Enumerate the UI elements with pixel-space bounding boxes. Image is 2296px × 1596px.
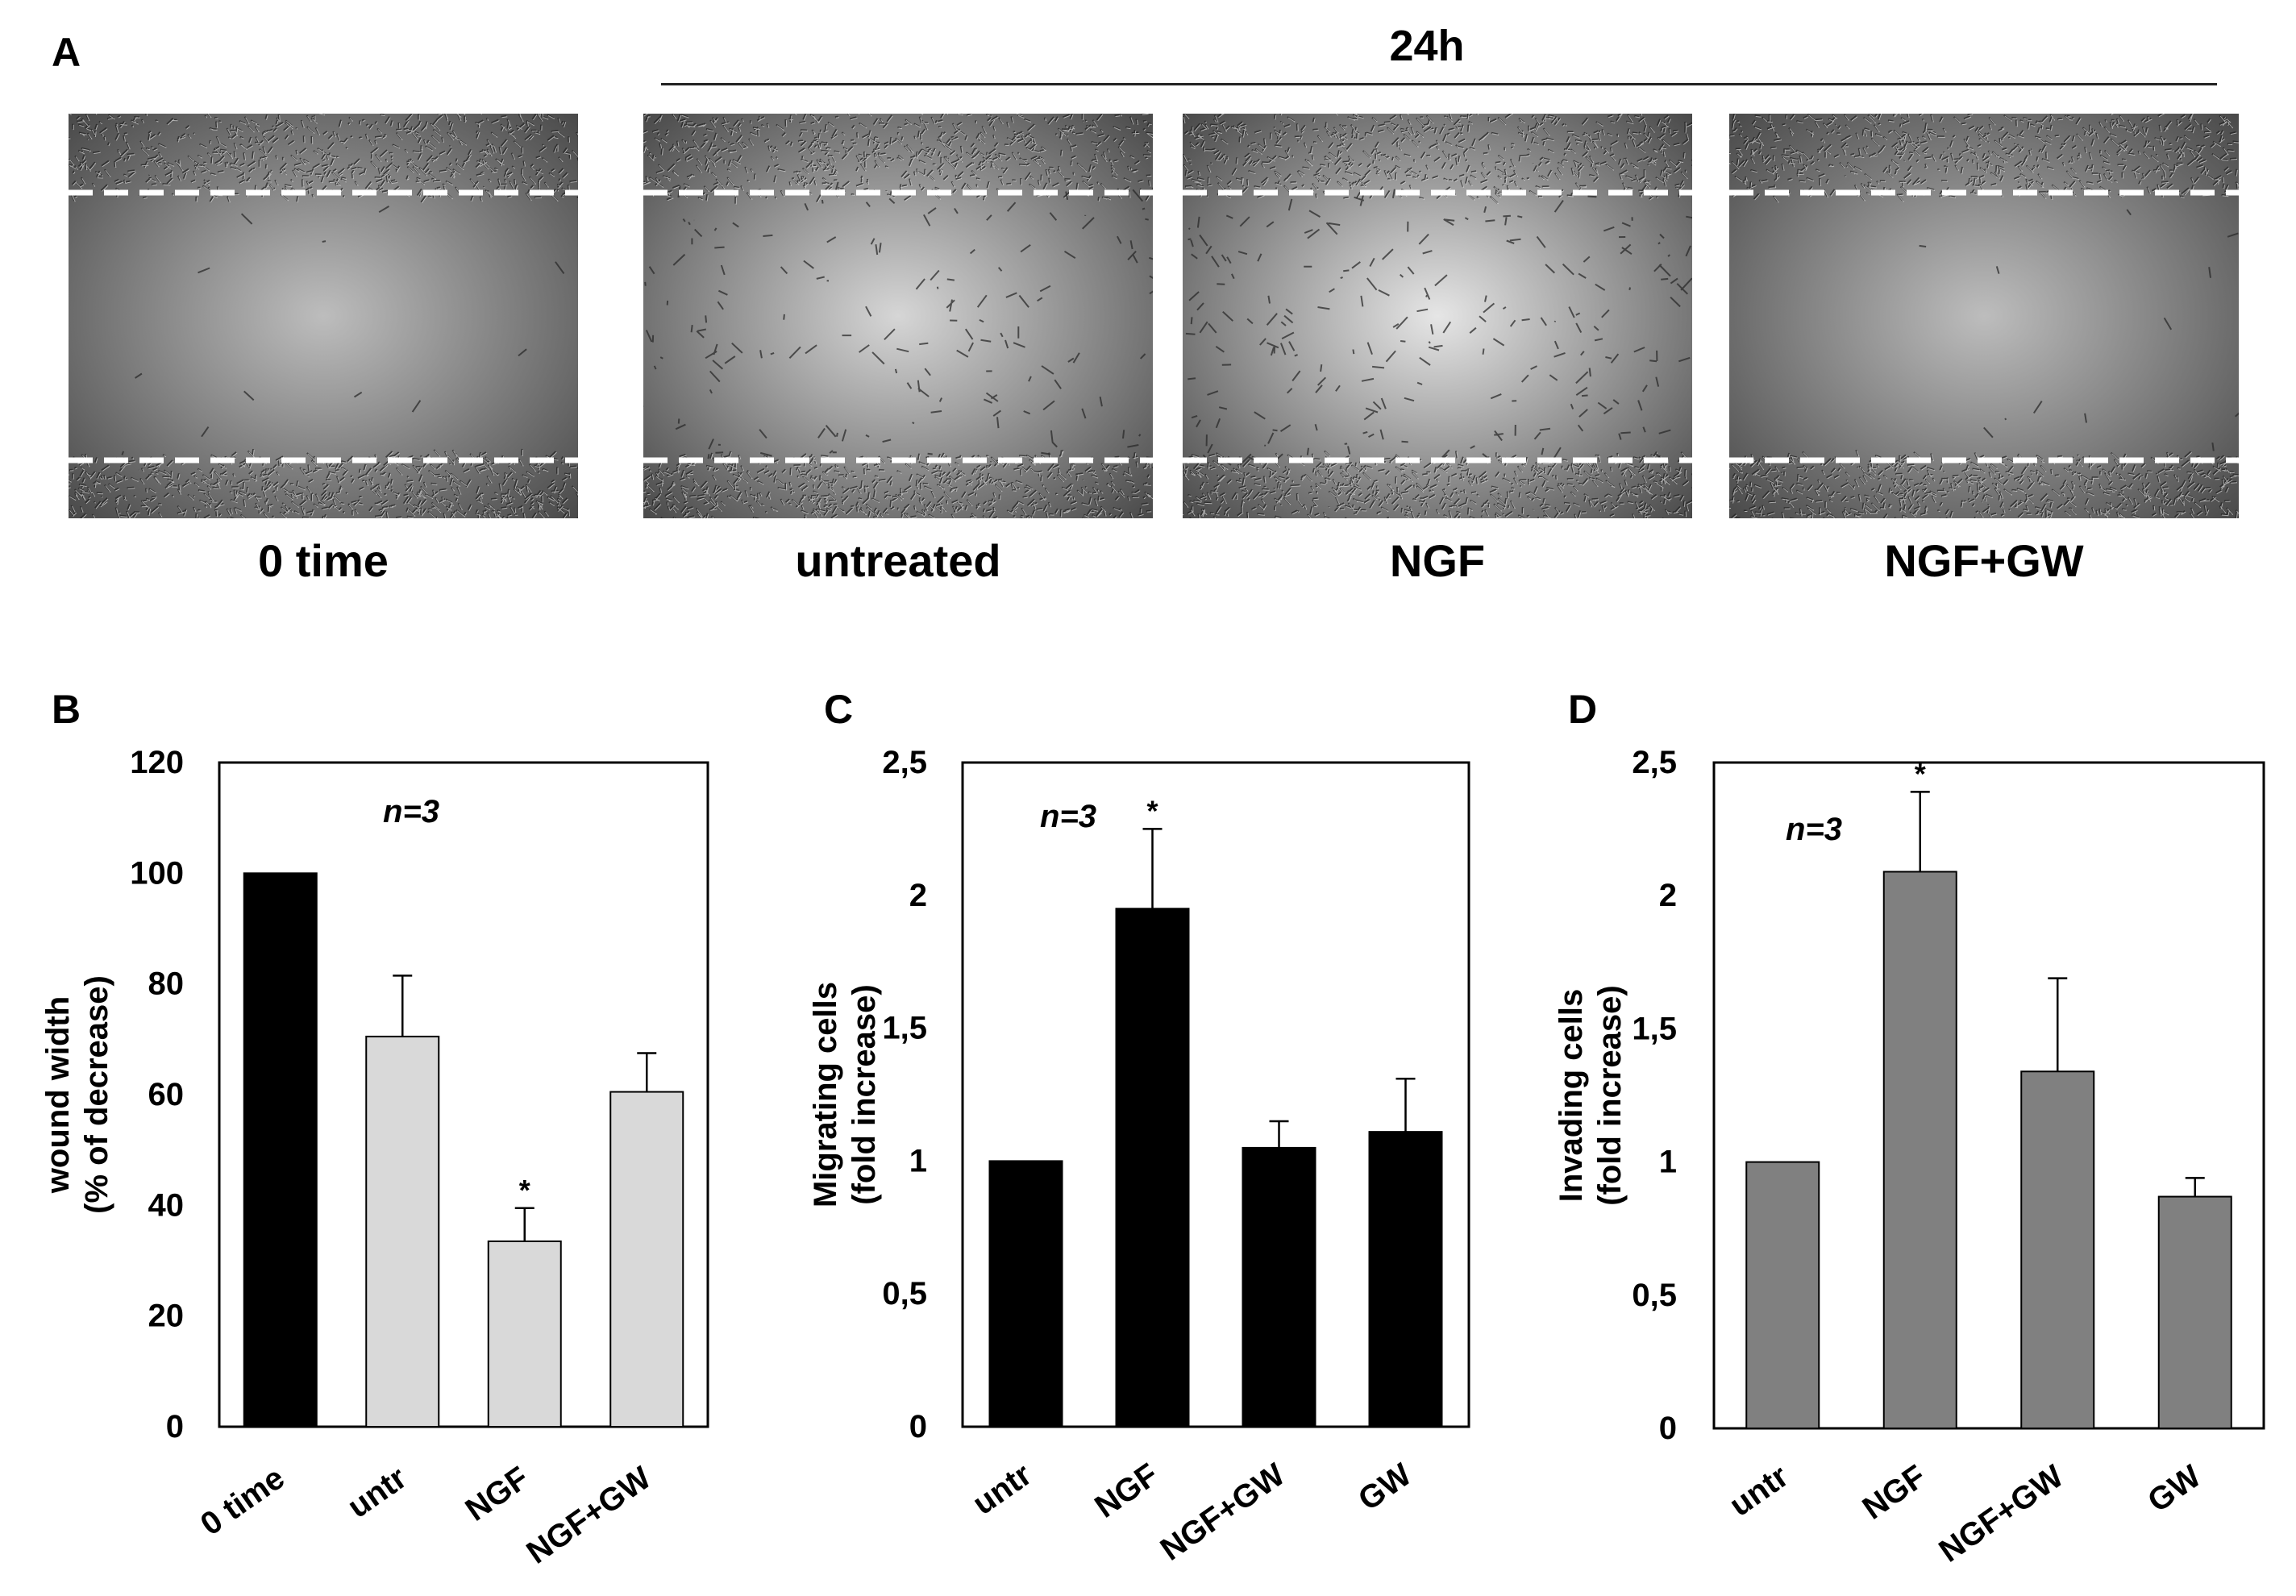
y-tick-label: 1 — [909, 1143, 927, 1178]
y-tick-label: 80 — [148, 966, 185, 1002]
cell-layer-bottom-highlight — [69, 449, 578, 518]
micrograph-image — [1729, 114, 2239, 518]
y-tick-label: 0 — [166, 1409, 184, 1444]
sample-size-annotation: n=3 — [383, 794, 439, 829]
y-tick-label: 0 — [909, 1409, 927, 1444]
x-category-label: NGF — [1088, 1457, 1164, 1524]
y-axis-label: wound width — [40, 996, 76, 1194]
bar — [1745, 1161, 1820, 1429]
cell-layer-top-highlight — [1729, 114, 2239, 203]
x-category-label: NGF — [1857, 1458, 1932, 1526]
x-category-label: GW — [1352, 1457, 1418, 1518]
chart-d: 0 0,5 1 1,5 2 2,5 Invading cells (fold increase… — [1554, 745, 2265, 1569]
chart-b: 0 20 40 60 80 100 120 wound width (% of decrease… — [40, 745, 709, 1571]
micrograph-caption-ngf-gw: NGF+GW — [1884, 535, 2084, 586]
bar — [243, 872, 318, 1428]
y-tick-label: 120 — [130, 745, 184, 780]
migrating-cells — [1183, 189, 1692, 466]
micrograph-image — [643, 114, 1153, 518]
micrograph-image — [69, 114, 578, 518]
y-axis-label: (fold increase) — [846, 984, 882, 1204]
bar — [2020, 1070, 2095, 1430]
plot-frame — [961, 761, 1470, 1428]
micrograph-image — [1183, 114, 1692, 518]
y-tick-label: 60 — [148, 1077, 185, 1112]
bar — [1242, 1146, 1316, 1428]
micrograph-ngf — [1183, 114, 1692, 518]
migrating-cells — [643, 181, 1153, 463]
y-tick-label: 100 — [130, 855, 184, 891]
y-tick-label: 2 — [1659, 878, 1677, 913]
x-category-label: 0 time — [194, 1460, 291, 1542]
y-tick-label: 1,5 — [1632, 1011, 1677, 1046]
y-axis-label: (fold increase) — [1592, 985, 1628, 1205]
chart-c: 0 0,5 1 1,5 2 2,5 Migrating cells (fold increas… — [808, 745, 1470, 1568]
bar — [1882, 871, 1957, 1429]
panel-label-a: A — [52, 30, 81, 75]
bar — [609, 1091, 684, 1428]
y-tick-label: 1,5 — [882, 1011, 927, 1046]
cell-layer-top-highlight — [69, 114, 578, 204]
significance-marker: * — [1146, 794, 1158, 827]
bar — [2157, 1195, 2232, 1429]
x-category-label: NGF+GW — [1932, 1458, 2069, 1569]
y-axis-label: Migrating cells — [808, 982, 843, 1207]
plot-frame — [1712, 761, 2265, 1430]
panel-label-b: B — [52, 687, 81, 732]
y-tick-label: 2,5 — [882, 745, 927, 780]
x-category-label: untr — [341, 1460, 413, 1525]
significance-marker: * — [519, 1174, 530, 1207]
plot-frame — [218, 761, 709, 1428]
y-tick-label: 0,5 — [882, 1276, 927, 1311]
x-category-label: NGF+GW — [1154, 1457, 1292, 1568]
significance-marker: * — [1915, 757, 1926, 790]
panel-label-c: C — [824, 687, 854, 732]
micrograph-caption-ngf: NGF — [1389, 535, 1486, 586]
y-tick-label: 2,5 — [1632, 745, 1677, 780]
cell-layer-top-highlight — [1183, 114, 1692, 205]
y-axis-label: (% of decrease) — [79, 975, 114, 1214]
y-tick-label: 1 — [1659, 1145, 1677, 1180]
cell-layer-top-highlight — [643, 114, 1153, 205]
y-axis-label: Invading cells — [1554, 989, 1589, 1203]
micrograph-caption-untreated: untreated — [795, 535, 1001, 586]
x-category-label: untr — [1723, 1458, 1795, 1523]
panel-label-d: D — [1568, 687, 1598, 732]
timepoint-bracket-line — [661, 83, 2217, 85]
y-tick-label: 0,5 — [1632, 1278, 1677, 1313]
y-tick-label: 0 — [1659, 1411, 1677, 1446]
bar — [487, 1240, 562, 1428]
y-tick-label: 40 — [148, 1187, 185, 1223]
bar — [988, 1160, 1063, 1428]
x-category-label: NGF — [460, 1460, 535, 1527]
y-tick-label: 2 — [909, 878, 927, 913]
bar — [365, 1035, 440, 1428]
x-category-label: GW — [2141, 1458, 2207, 1519]
x-category-label: NGF+GW — [520, 1460, 657, 1571]
micrograph-ngf-gw — [1729, 114, 2239, 518]
micrograph-caption-0-time: 0 time — [258, 535, 389, 586]
y-tick-label: 20 — [148, 1299, 185, 1334]
sample-size-annotation: n=3 — [1786, 812, 1842, 847]
sample-size-annotation: n=3 — [1040, 799, 1096, 834]
migrating-cells — [1919, 209, 2239, 451]
micrograph-untreated — [643, 114, 1153, 518]
micrograph-0-time — [69, 114, 578, 518]
timepoint-label: 24h — [1389, 22, 1465, 70]
migrating-cells — [121, 206, 565, 455]
bar — [1368, 1131, 1443, 1428]
bar — [1115, 908, 1190, 1428]
x-category-label: untr — [967, 1457, 1038, 1522]
